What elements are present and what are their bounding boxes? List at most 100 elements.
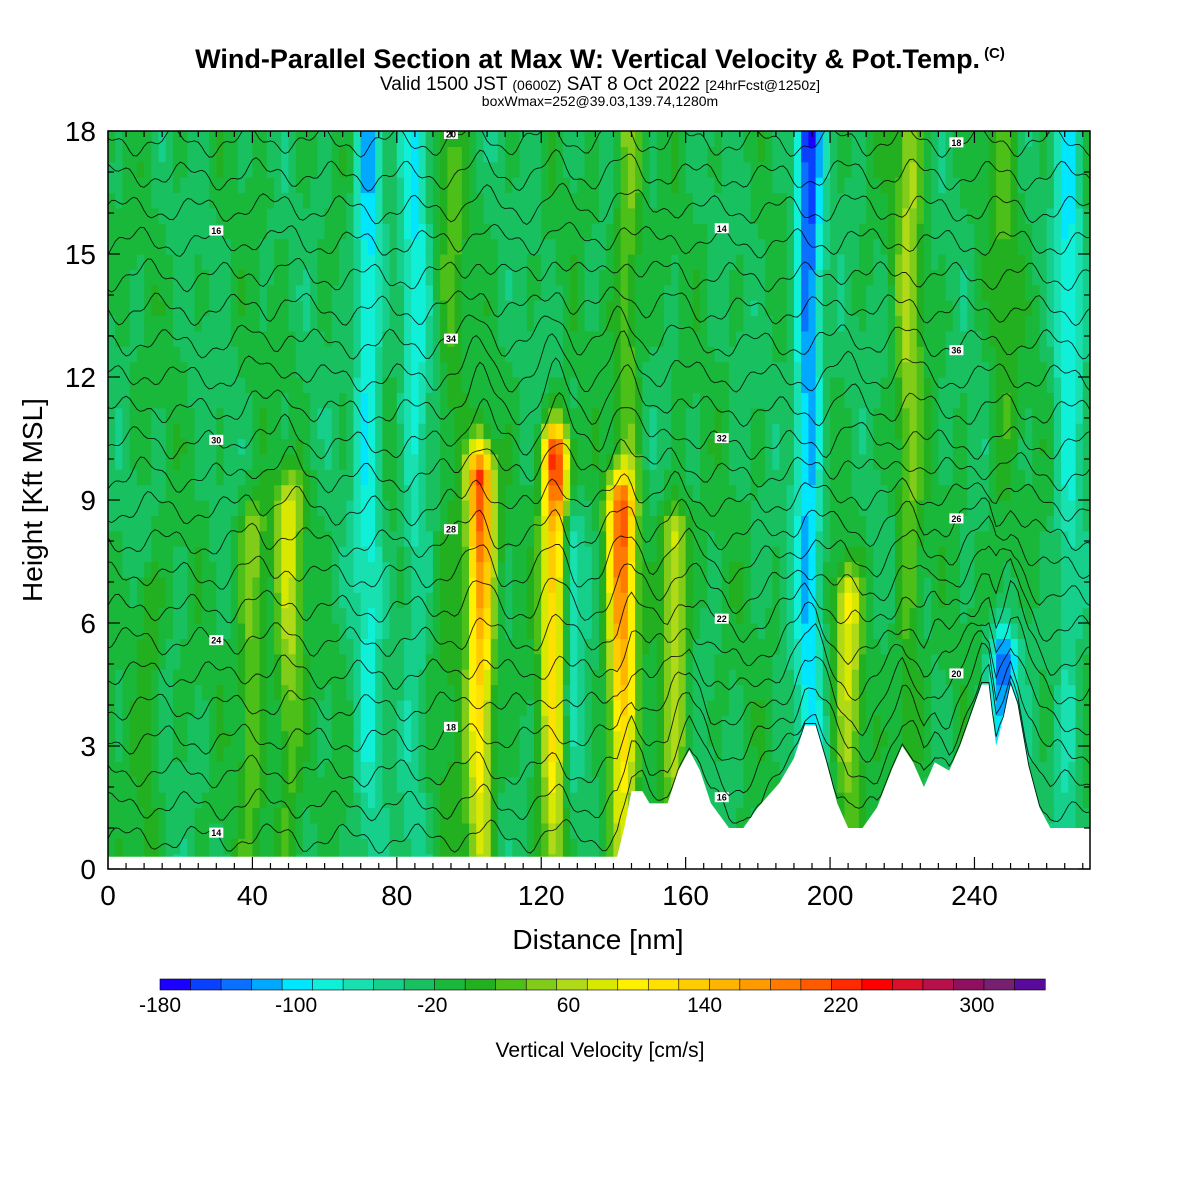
velocity-cell	[165, 669, 174, 686]
velocity-cell	[663, 484, 672, 501]
velocity-cell	[432, 192, 441, 209]
velocity-cell	[613, 761, 622, 778]
velocity-cell	[288, 638, 297, 655]
velocity-cell	[440, 699, 448, 716]
velocity-cell	[295, 546, 304, 563]
velocity-cell	[743, 807, 752, 824]
velocity-cell	[425, 284, 434, 301]
velocity-cell	[317, 223, 326, 240]
velocity-cell	[627, 530, 636, 547]
velocity-cell	[144, 146, 152, 163]
velocity-cell	[382, 699, 391, 716]
velocity-cell	[144, 392, 152, 409]
velocity-cell	[136, 807, 145, 824]
velocity-cell	[425, 530, 434, 547]
velocity-cell	[555, 377, 564, 393]
velocity-cell	[793, 453, 802, 470]
velocity-cell	[432, 515, 441, 532]
velocity-cell	[562, 207, 571, 224]
velocity-cell	[375, 177, 383, 194]
chart-title: Wind-Parallel Section at Max W: Vertical…	[195, 44, 1005, 74]
velocity-cell	[743, 776, 752, 793]
velocity-cell	[671, 592, 680, 609]
velocity-cell	[144, 792, 152, 809]
velocity-cell	[259, 699, 268, 716]
velocity-cell	[389, 546, 398, 563]
velocity-cell	[461, 207, 470, 224]
velocity-cell	[714, 469, 723, 486]
velocity-cell	[418, 500, 427, 516]
velocity-cell	[476, 161, 485, 178]
velocity-cell	[808, 315, 817, 332]
velocity-cell	[367, 792, 376, 809]
velocity-cell	[692, 131, 701, 147]
velocity-cell	[635, 131, 643, 147]
velocity-cell	[187, 377, 196, 393]
velocity-cell	[844, 330, 853, 347]
velocity-cell	[295, 438, 304, 455]
velocity-cell	[793, 423, 802, 440]
velocity-cell	[801, 284, 809, 301]
velocity-cell	[779, 392, 788, 409]
velocity-cell	[353, 223, 362, 240]
velocity-cell	[129, 284, 138, 301]
velocity-cell	[692, 500, 701, 516]
velocity-cell	[548, 423, 557, 440]
velocity-cell	[519, 515, 528, 532]
velocity-cell	[830, 315, 838, 332]
velocity-cell	[302, 223, 311, 240]
velocity-cell	[360, 592, 369, 609]
velocity-cell	[613, 146, 622, 163]
velocity-cell	[274, 146, 282, 163]
velocity-cell	[822, 377, 831, 393]
velocity-cell	[736, 592, 745, 609]
velocity-cell	[721, 254, 730, 270]
velocity-cell	[317, 438, 326, 455]
velocity-cell	[635, 177, 643, 194]
velocity-cell	[512, 730, 521, 747]
velocity-cell	[230, 484, 239, 501]
velocity-cell	[129, 592, 138, 609]
velocity-cell	[656, 469, 665, 486]
velocity-cell	[454, 822, 463, 839]
velocity-cell	[237, 792, 246, 809]
velocity-cell	[418, 653, 427, 670]
velocity-cell	[599, 146, 607, 163]
velocity-cell	[295, 192, 304, 209]
velocity-cell	[497, 715, 506, 732]
velocity-cell	[671, 699, 680, 716]
velocity-cell	[447, 515, 456, 532]
velocity-cell	[483, 669, 492, 686]
velocity-cell	[281, 146, 290, 163]
velocity-cell	[331, 653, 340, 670]
velocity-cell	[570, 638, 578, 655]
velocity-cell	[728, 546, 737, 563]
velocity-cell	[440, 592, 448, 609]
velocity-cell	[259, 192, 268, 209]
velocity-cell	[396, 361, 405, 378]
velocity-cell	[793, 238, 802, 255]
velocity-cell	[331, 131, 340, 147]
velocity-cell	[534, 761, 542, 778]
velocity-cell	[663, 315, 672, 332]
velocity-cell	[396, 223, 405, 240]
velocity-cell	[252, 838, 261, 855]
velocity-cell	[620, 546, 629, 563]
velocity-cell	[418, 623, 427, 639]
velocity-cell	[266, 838, 275, 855]
velocity-cell	[245, 346, 254, 363]
velocity-cell	[274, 269, 282, 286]
velocity-cell	[108, 315, 116, 332]
velocity-cell	[454, 146, 463, 163]
velocity-cell	[844, 453, 853, 470]
velocity-cell	[144, 161, 152, 178]
velocity-cell	[490, 469, 499, 486]
velocity-cell	[721, 192, 730, 209]
velocity-cell	[209, 530, 217, 547]
velocity-cell	[404, 776, 412, 793]
velocity-cell	[317, 238, 326, 255]
velocity-cell	[822, 438, 831, 455]
velocity-cell	[678, 592, 687, 609]
velocity-cell	[266, 377, 275, 393]
velocity-cell	[108, 177, 116, 194]
